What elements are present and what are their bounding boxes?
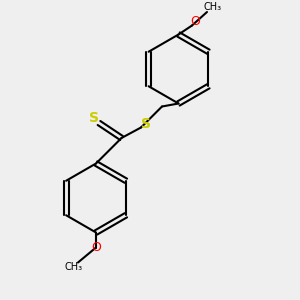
Text: CH₃: CH₃	[64, 262, 82, 272]
Text: S: S	[89, 112, 100, 125]
Text: O: O	[191, 15, 200, 28]
Text: S: S	[141, 117, 152, 131]
Text: O: O	[91, 241, 101, 254]
Text: CH₃: CH₃	[204, 2, 222, 13]
